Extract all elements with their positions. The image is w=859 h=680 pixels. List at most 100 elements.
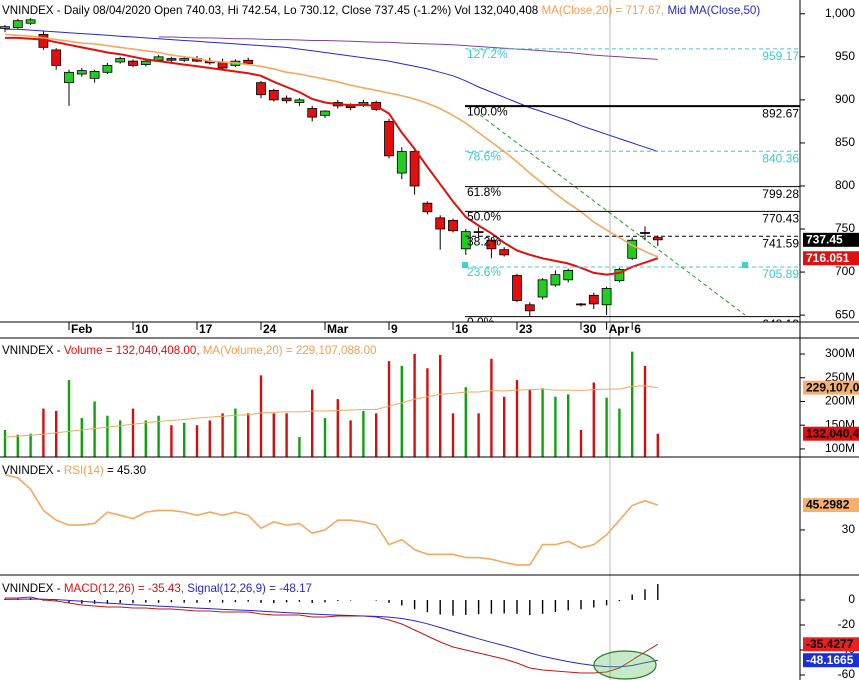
volume-bar — [323, 418, 327, 457]
candle-body — [409, 151, 420, 187]
y-tick-label: 800 — [835, 178, 855, 192]
candle-body — [64, 71, 74, 84]
candle-body — [384, 120, 394, 157]
x-tick-label: Mar — [327, 322, 349, 336]
volume-bar — [157, 415, 160, 457]
candle-body — [473, 231, 484, 233]
fib-value: 770.43 — [762, 212, 799, 226]
candle-body — [524, 304, 535, 312]
volume-bar — [515, 380, 519, 457]
fib-anchor — [742, 262, 748, 268]
candle-body — [460, 231, 471, 250]
value-box — [803, 251, 859, 266]
candle-body — [640, 232, 650, 234]
fib-value: 705.89 — [762, 267, 799, 281]
y-tick-label: 1,000 — [825, 6, 855, 20]
candle-body — [499, 249, 510, 256]
x-tick-label: 16 — [455, 322, 469, 336]
candle-body — [243, 59, 254, 65]
volume-bar — [272, 413, 275, 457]
x-tick-label: 30 — [583, 322, 597, 336]
panel-title: VNINDEX - RSI(14) = 45.30 — [2, 464, 146, 477]
volume-bar — [80, 418, 83, 457]
candle-body — [294, 99, 305, 103]
volume-bar — [285, 413, 288, 457]
candle-body — [102, 65, 113, 73]
x-tick-label: Feb — [71, 322, 92, 336]
series-line — [5, 36, 659, 276]
volume-bar — [579, 429, 583, 457]
volume-bar — [170, 425, 173, 457]
candle-body — [588, 294, 599, 305]
y-tick-label: 700 — [835, 264, 855, 278]
macd-panel — [4, 584, 659, 674]
y-tick-label: 650 — [835, 307, 855, 321]
candle-body — [115, 58, 126, 63]
candle-body — [358, 102, 369, 105]
volume-bar — [259, 375, 263, 457]
fib-value: 840.36 — [762, 151, 799, 165]
fib-percent: 0.0% — [467, 315, 495, 329]
candle-body — [281, 97, 292, 102]
panel-title: VNINDEX - Daily 08/04/2020 Open 740.03, … — [2, 4, 760, 17]
volume-bar — [631, 351, 634, 457]
volume-bar — [144, 420, 147, 457]
value-box — [803, 653, 859, 668]
title-part: VNINDEX - — [2, 344, 64, 357]
volume-bar — [528, 389, 531, 457]
volume-bar — [221, 413, 224, 457]
fib-value: 892.67 — [762, 106, 799, 120]
volume-bar — [311, 389, 314, 457]
value-box-label: 737.45 — [806, 232, 843, 246]
y-tick-label: 850 — [835, 135, 855, 149]
candle-body — [51, 49, 62, 66]
volume-bar — [16, 434, 19, 457]
candle-body — [512, 275, 522, 301]
title-part: MA(Volume,20) = 229,107,088.00 — [203, 344, 377, 357]
volume-bar — [375, 413, 378, 457]
volume-bar — [93, 401, 96, 457]
value-box — [803, 232, 859, 247]
candle-body — [140, 60, 151, 65]
highlight-ellipse — [593, 650, 657, 680]
candle-body — [563, 269, 574, 281]
y-tick-label: 30 — [842, 522, 856, 536]
volume-bar — [477, 413, 480, 457]
volume-bar — [42, 408, 45, 457]
volume-bar — [387, 361, 391, 457]
volume-bar — [247, 413, 250, 457]
fib-value: 959.17 — [762, 49, 799, 63]
fib-percent: 78.6% — [467, 149, 501, 163]
x-tick-label: Apr — [609, 322, 630, 336]
candle-body — [422, 202, 433, 213]
x-tick-label: 9 — [391, 322, 398, 336]
y-tick-label: 300M — [825, 346, 855, 360]
panel-title: VNINDEX - MACD(12,26) = -35.43, Signal(1… — [2, 582, 312, 595]
candle-body — [652, 237, 663, 241]
candle-body — [268, 90, 279, 101]
volume-bar — [336, 399, 339, 457]
candle-body — [0, 26, 10, 29]
title-part: RSI(14) — [64, 464, 104, 477]
value-box-label: 229,107,088 — [806, 380, 859, 394]
title-part: VNINDEX - — [2, 464, 64, 477]
candle-body — [179, 58, 190, 61]
y-tick-label: 0 — [848, 592, 855, 606]
series-line — [5, 596, 659, 674]
candle-body — [627, 239, 638, 259]
volume-bar — [119, 420, 122, 457]
fib-percent: 61.8% — [467, 185, 501, 199]
volume-bar — [234, 408, 237, 457]
volume-bar — [55, 410, 58, 457]
value-box-label: 132,040,408 — [806, 426, 859, 440]
volume-bar — [106, 415, 109, 457]
volume-bar — [618, 408, 621, 457]
candle-body — [486, 239, 497, 250]
y-tick-label: 100M — [825, 441, 855, 455]
value-box — [803, 498, 859, 513]
title-part: MA(Close,20) = 717.67, — [541, 4, 667, 17]
candle-body — [307, 108, 318, 118]
x-tick-label: 24 — [263, 322, 277, 336]
